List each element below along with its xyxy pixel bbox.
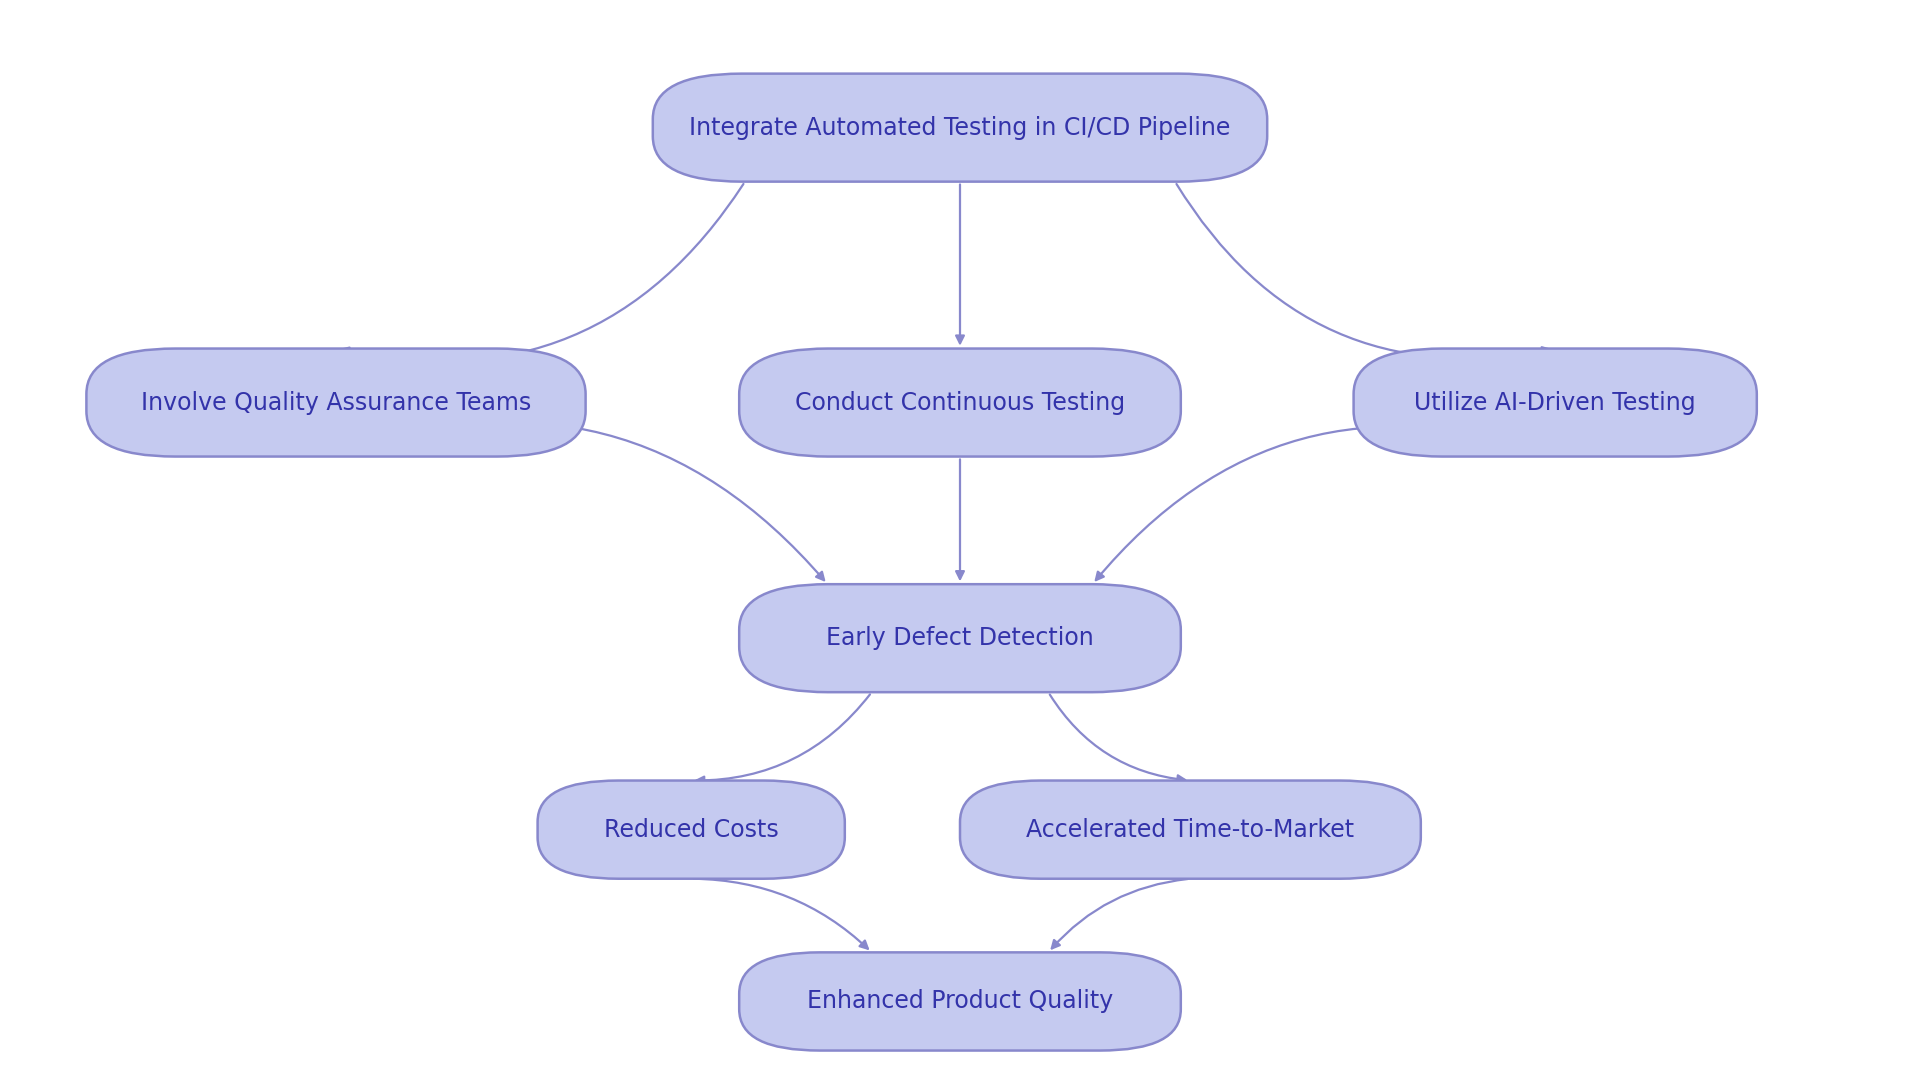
FancyBboxPatch shape <box>739 349 1181 457</box>
FancyBboxPatch shape <box>538 781 845 879</box>
Text: Involve Quality Assurance Teams: Involve Quality Assurance Teams <box>140 391 532 415</box>
Text: Integrate Automated Testing in CI/CD Pipeline: Integrate Automated Testing in CI/CD Pip… <box>689 116 1231 139</box>
Text: Conduct Continuous Testing: Conduct Continuous Testing <box>795 391 1125 415</box>
FancyBboxPatch shape <box>653 73 1267 181</box>
FancyBboxPatch shape <box>739 584 1181 692</box>
FancyBboxPatch shape <box>1354 349 1757 457</box>
Text: Early Defect Detection: Early Defect Detection <box>826 626 1094 650</box>
Text: Accelerated Time-to-Market: Accelerated Time-to-Market <box>1027 818 1354 841</box>
FancyBboxPatch shape <box>86 349 586 457</box>
Text: Utilize AI-Driven Testing: Utilize AI-Driven Testing <box>1415 391 1695 415</box>
FancyBboxPatch shape <box>960 781 1421 879</box>
Text: Enhanced Product Quality: Enhanced Product Quality <box>806 989 1114 1013</box>
FancyBboxPatch shape <box>739 953 1181 1051</box>
Text: Reduced Costs: Reduced Costs <box>603 818 780 841</box>
